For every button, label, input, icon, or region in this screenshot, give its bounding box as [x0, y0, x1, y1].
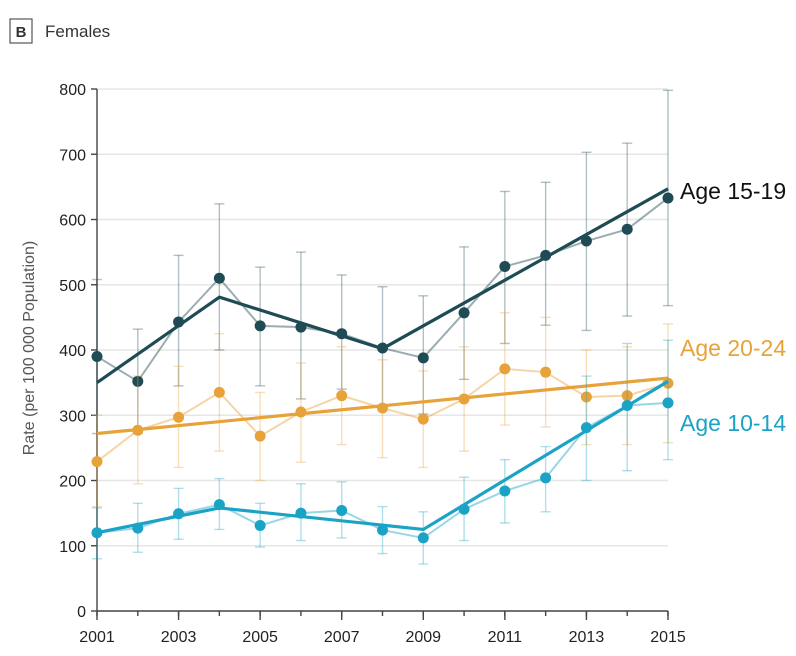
y-tick-label: 700	[59, 147, 86, 164]
data-point	[377, 342, 388, 354]
data-point	[580, 391, 592, 403]
series-label: Age 10-14	[680, 410, 786, 436]
data-point	[662, 192, 674, 204]
data-point	[173, 411, 185, 423]
data-point	[254, 430, 266, 442]
y-tick-label: 100	[59, 539, 86, 556]
series-age-15-19: Age 15-19	[91, 89, 786, 435]
data-point	[499, 485, 511, 497]
data-point	[417, 532, 429, 544]
data-point	[621, 223, 633, 235]
panel-title: Females	[45, 22, 110, 41]
data-point	[254, 520, 266, 532]
data-point	[499, 363, 511, 375]
series-label: Age 20-24	[680, 335, 786, 361]
data-point	[417, 413, 429, 425]
data-point	[499, 260, 511, 272]
panel-letter-box	[9, 18, 33, 44]
x-tick-label: 2003	[161, 629, 197, 646]
x-tick-label: 2009	[405, 629, 441, 646]
y-tick-label: 600	[59, 213, 86, 230]
data-point	[580, 235, 592, 247]
x-tick-label: 2007	[324, 629, 360, 646]
data-point	[336, 505, 348, 517]
x-tick-label: 2001	[79, 629, 115, 646]
data-point	[295, 406, 307, 418]
panel-letter: B	[16, 24, 27, 41]
panel-header: B Females	[9, 18, 110, 44]
y-axis-label: Rate (per 100 000 Population)	[21, 241, 38, 455]
data-point	[580, 422, 592, 434]
x-tick-label: 2011	[488, 629, 523, 646]
data-point	[662, 377, 674, 389]
data-point	[132, 522, 144, 534]
y-tick-label: 0	[77, 604, 86, 621]
data-point	[458, 393, 470, 405]
data-point	[417, 352, 429, 364]
data-point	[91, 351, 103, 363]
data-point	[458, 503, 470, 515]
y-tick-label: 300	[59, 408, 86, 425]
data-point	[213, 272, 225, 284]
data-point	[336, 390, 348, 402]
axes: 0 100 200 300 400 500 600 700 800 2001 2003 2005 200…	[59, 82, 686, 646]
y-tick-label: 800	[59, 82, 86, 99]
x-tick-label: 2005	[242, 629, 278, 646]
series-age-10-14: Age 10-14	[91, 339, 786, 565]
data-point	[377, 402, 388, 414]
data-point	[91, 527, 103, 539]
data-point	[621, 399, 633, 411]
y-tick-label: 400	[59, 343, 86, 360]
data-point	[295, 507, 307, 519]
y-tick-label: 200	[59, 474, 86, 491]
data-point	[662, 397, 674, 409]
data-point	[132, 424, 144, 436]
y-tick-label: 500	[59, 278, 86, 295]
data-point	[540, 472, 552, 484]
trend-line	[96, 379, 669, 535]
data-point	[377, 524, 388, 536]
data-point	[540, 366, 552, 378]
data-point	[336, 328, 348, 340]
data-point	[213, 386, 225, 398]
chart-marks: Age 15-19 Age 20-24 Age 10-14	[91, 89, 786, 565]
data-point	[173, 508, 185, 520]
data-point	[458, 307, 470, 319]
data-point	[173, 316, 185, 328]
series-label: Age 15-19	[680, 178, 786, 204]
grid	[97, 88, 668, 547]
data-point	[132, 375, 144, 387]
x-tick-label: 2013	[569, 629, 605, 646]
data-point	[621, 390, 633, 402]
data-point	[254, 320, 266, 332]
data-point	[540, 249, 552, 261]
data-point	[91, 456, 103, 468]
series-age-20-24: Age 20-24	[91, 312, 786, 508]
data-point	[295, 321, 307, 333]
x-tick-label: 2015	[650, 629, 686, 646]
data-point	[213, 499, 225, 511]
